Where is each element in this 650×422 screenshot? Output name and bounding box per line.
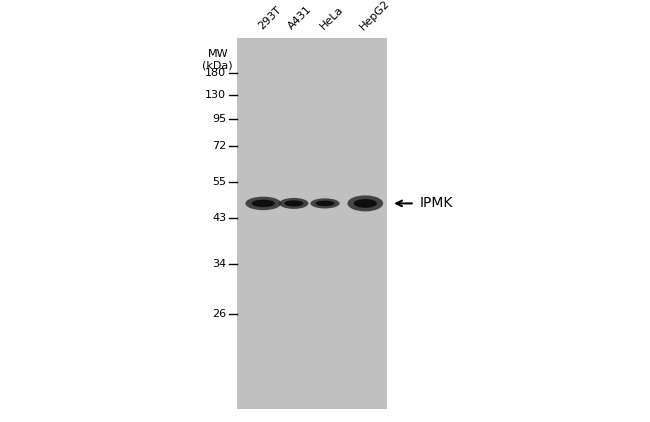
Ellipse shape [284,200,304,206]
Text: 130: 130 [205,90,226,100]
Ellipse shape [246,197,281,210]
Text: MW
(kDa): MW (kDa) [202,49,233,70]
Text: A431: A431 [287,4,314,32]
Text: 43: 43 [212,213,226,223]
Ellipse shape [252,200,275,207]
Ellipse shape [311,198,339,208]
Text: 55: 55 [212,177,226,187]
Text: HeLa: HeLa [318,5,345,32]
Text: 95: 95 [212,114,226,124]
Text: 26: 26 [212,309,226,319]
Ellipse shape [315,200,335,206]
Ellipse shape [347,195,384,211]
Ellipse shape [280,198,309,209]
Text: HepG2: HepG2 [358,0,392,32]
Text: 180: 180 [205,68,226,78]
Bar [237,38,387,409]
Text: IPMK: IPMK [419,196,452,211]
Text: 34: 34 [212,259,226,269]
Text: 72: 72 [212,141,226,151]
Text: 293T: 293T [256,5,283,32]
Ellipse shape [354,199,377,208]
